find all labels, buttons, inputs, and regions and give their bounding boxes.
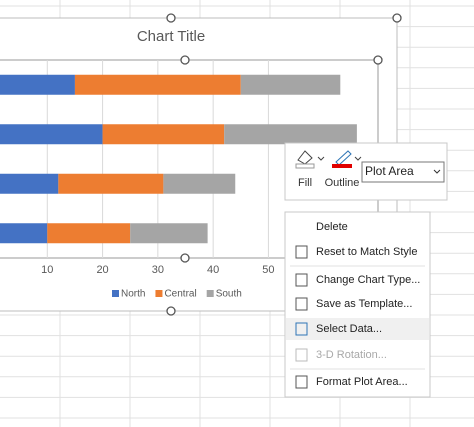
menu-icon bbox=[295, 322, 308, 336]
bar-segment bbox=[0, 223, 48, 244]
menu-box bbox=[284, 211, 431, 398]
format-toolbar: Fill Outline Plot Area bbox=[284, 142, 448, 201]
dropdown-value: Plot Area bbox=[365, 164, 414, 178]
menu-icon bbox=[295, 273, 308, 287]
bar-segment bbox=[0, 173, 59, 194]
chevron bbox=[354, 156, 362, 161]
selection-handle[interactable] bbox=[166, 13, 176, 23]
chart-title: Chart Title bbox=[137, 28, 205, 45]
selection-handle[interactable] bbox=[180, 55, 190, 65]
x-tick-label: 40 bbox=[207, 264, 219, 276]
selection-handle[interactable] bbox=[166, 306, 176, 316]
bar-segment bbox=[102, 124, 225, 145]
bar-segment bbox=[240, 74, 341, 95]
menu-item[interactable]: Reset to Match Style bbox=[316, 246, 418, 258]
dropdown-arrow bbox=[433, 169, 441, 174]
legend-swatch bbox=[112, 290, 119, 297]
outline-label[interactable]: Outline bbox=[325, 177, 360, 189]
menu-item[interactable]: Delete bbox=[316, 221, 348, 233]
selection-handle[interactable] bbox=[392, 13, 402, 23]
bar-segment bbox=[58, 173, 164, 194]
x-tick-label: 20 bbox=[96, 264, 108, 276]
chevron bbox=[317, 156, 325, 161]
selection-handle[interactable] bbox=[373, 55, 383, 65]
context-menu: Delete Reset to Match Style Change Chart T… bbox=[284, 211, 431, 398]
menu-icon bbox=[295, 245, 308, 259]
bar-segment bbox=[47, 223, 131, 244]
legend-label: Central bbox=[164, 289, 196, 300]
menu-icon bbox=[295, 297, 308, 311]
fill-icon[interactable] bbox=[297, 150, 313, 165]
legend-swatch bbox=[206, 290, 214, 297]
x-tick-label: 50 bbox=[262, 264, 274, 276]
menu-item[interactable]: Format Plot Area... bbox=[316, 376, 408, 388]
element-dropdown[interactable] bbox=[361, 161, 445, 183]
x-tick-label: 10 bbox=[41, 264, 53, 276]
x-tick-label: 30 bbox=[152, 264, 164, 276]
bar-segment bbox=[0, 124, 103, 145]
bar-segment bbox=[130, 223, 208, 244]
bar-segment bbox=[163, 173, 236, 194]
selection-handle[interactable] bbox=[180, 253, 190, 263]
menu-item[interactable]: Change Chart Type... bbox=[316, 274, 420, 286]
menu-item: 3-D Rotation... bbox=[316, 349, 387, 361]
bar-segment bbox=[0, 74, 75, 95]
fill-label[interactable]: Fill bbox=[298, 177, 312, 189]
menu-item[interactable]: Save as Template... bbox=[316, 298, 412, 310]
chart: 10 20 30 40 50 North Central South bbox=[0, 60, 357, 300]
bar-segment bbox=[224, 124, 357, 145]
menu-icon bbox=[295, 375, 308, 389]
menu-icon bbox=[295, 348, 308, 362]
fill-swatch bbox=[295, 163, 315, 169]
menu-item[interactable]: Select Data... bbox=[316, 323, 382, 335]
legend-label: North bbox=[121, 289, 145, 300]
legend-label: South bbox=[216, 289, 242, 300]
menu-highlight bbox=[286, 318, 429, 340]
outline-swatch bbox=[332, 164, 352, 168]
legend-swatch bbox=[155, 290, 163, 297]
bar-segment bbox=[74, 74, 241, 95]
